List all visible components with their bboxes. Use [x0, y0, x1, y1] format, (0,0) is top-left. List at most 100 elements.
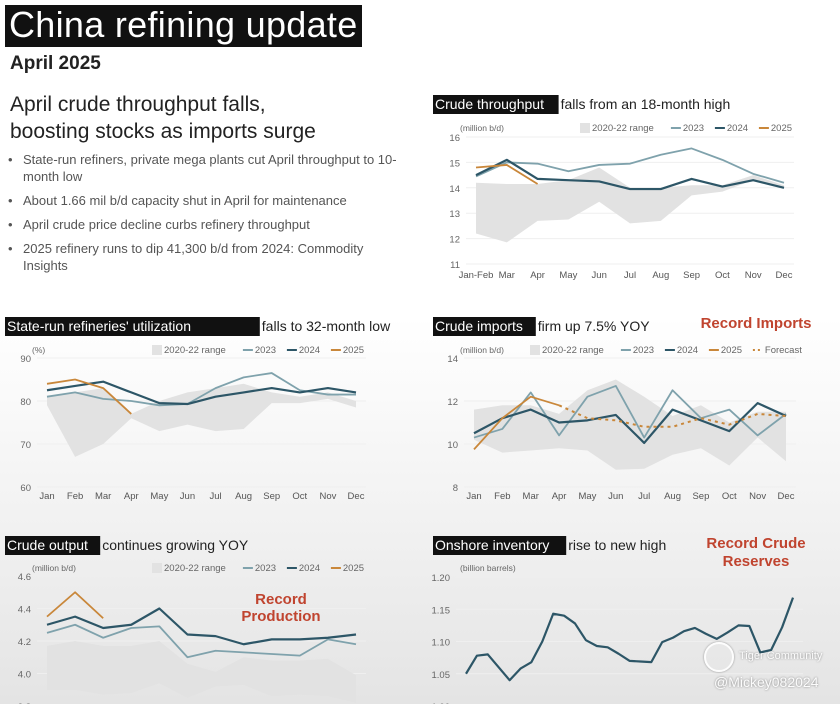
y-tick-label: 15 [449, 158, 460, 169]
chart-title-highlight: Onshore inventory [435, 537, 549, 553]
legend-label-2023: 2023 [255, 345, 276, 356]
x-tick-label: Jul [209, 491, 221, 502]
y-tick-label: 4.6 [18, 572, 31, 583]
x-tick-label: Jun [592, 270, 607, 281]
headline-line-2: boosting stocks as imports surge [10, 120, 316, 143]
annotation-text: Record [255, 591, 307, 608]
x-tick-label: Oct [292, 491, 307, 502]
series-line-2025 [46, 378, 132, 415]
y-tick-label: 1.20 [432, 573, 451, 584]
series-line-2023 [475, 147, 785, 184]
watermark-brand: Tiger Community [739, 650, 823, 662]
chart-title-highlight-bg [433, 95, 559, 114]
series-line-forecast [558, 404, 787, 428]
x-tick-label: Sep [263, 491, 280, 502]
bullet-item: 2025 refinery runs to dip 41,300 b/d fro… [8, 240, 408, 274]
series-line-2023 [473, 385, 787, 439]
x-tick-label: Apr [552, 491, 567, 502]
annotation-text: Record Imports [701, 315, 812, 332]
y-tick-label: 11 [450, 260, 460, 271]
watermark-handle: @Mickey082024 [714, 674, 819, 690]
chart-title-rest: falls to 32-month low [262, 318, 391, 334]
legend-label-range: 2020-22 range [164, 345, 226, 356]
legend-label-2025: 2025 [343, 345, 364, 356]
legend-swatch-range [580, 123, 590, 133]
x-tick-label: Dec [776, 270, 793, 281]
y-tick-label: 12 [449, 235, 460, 246]
y-tick-label: 70 [20, 440, 31, 451]
x-tick-label: Nov [319, 491, 336, 502]
legend-swatch-range [152, 345, 162, 355]
range-band-2020-22 [474, 379, 786, 470]
x-tick-label: Apr [530, 270, 545, 281]
legend-label-2023: 2023 [255, 563, 276, 574]
series-line-2024 [473, 402, 787, 445]
x-tick-label: Nov [745, 270, 762, 281]
y-axis-unit-label: (million b/d) [460, 123, 504, 133]
y-tick-label: 13 [449, 209, 460, 220]
chart-title-highlight-bg [5, 317, 260, 336]
x-tick-label: Oct [722, 491, 737, 502]
annotation-text: Reserves [723, 553, 790, 570]
range-band-2020-22 [47, 383, 356, 457]
legend-swatch-range [152, 563, 162, 573]
legend-label-2024: 2024 [677, 345, 698, 356]
series-line-2024 [46, 380, 357, 406]
chart-title-highlight: Crude output [7, 537, 88, 553]
report-date: April 2025 [10, 53, 101, 74]
y-tick-label: 4.0 [18, 670, 31, 681]
y-tick-label: 14 [447, 354, 458, 365]
y-tick-label: 90 [20, 354, 31, 365]
legend-swatch-range [530, 345, 540, 355]
legend-label-range: 2020-22 range [592, 123, 654, 134]
x-tick-label: Apr [124, 491, 139, 502]
series-line-2023 [46, 623, 357, 659]
y-tick-label: 12 [447, 397, 458, 408]
legend-label-2023: 2023 [683, 123, 704, 134]
range-band-2020-22 [47, 641, 356, 703]
x-tick-label: Jan [39, 491, 54, 502]
y-axis-unit-label: (billion barrels) [460, 563, 516, 573]
series-line-2024 [46, 607, 357, 646]
legend-label-2024: 2024 [299, 345, 320, 356]
y-tick-label: 10 [447, 440, 458, 451]
legend-label-2024: 2024 [299, 563, 320, 574]
y-tick-label: 1.05 [432, 670, 451, 681]
x-tick-label: Aug [664, 491, 681, 502]
y-tick-label: 1.15 [432, 605, 451, 616]
legend-label-range: 2020-22 range [164, 563, 226, 574]
y-tick-label: 4.4 [18, 605, 31, 616]
x-tick-label: Nov [749, 491, 766, 502]
chart-title-highlight: Crude imports [435, 318, 523, 334]
chart-title-highlight-bg [433, 536, 567, 555]
y-tick-label: 1.00 [432, 702, 451, 704]
x-tick-label: Oct [715, 270, 730, 281]
chart-title-rest: continues growing YOY [102, 537, 249, 553]
y-axis-unit-label: (%) [32, 345, 45, 355]
x-tick-label: Jul [624, 270, 636, 281]
x-tick-label: Dec [348, 491, 365, 502]
x-tick-label: Feb [67, 491, 83, 502]
y-tick-label: 3.8 [18, 702, 31, 704]
legend-label-2023: 2023 [633, 345, 654, 356]
x-tick-label: Mar [95, 491, 111, 502]
legend-label-2025: 2025 [343, 563, 364, 574]
x-tick-label: Mar [499, 270, 515, 281]
x-tick-label: Dec [778, 491, 795, 502]
legend-label-2025: 2025 [721, 345, 742, 356]
x-tick-label: May [559, 270, 577, 281]
range-band-2020-22 [476, 167, 784, 243]
y-tick-label: 80 [20, 397, 31, 408]
x-tick-label: Mar [523, 491, 539, 502]
annotation-text: Record Crude [706, 535, 805, 552]
x-tick-label: May [150, 491, 168, 502]
chart-title-highlight: State-run refineries' utilization [7, 318, 191, 334]
x-tick-label: Jan-Feb [459, 270, 494, 281]
y-tick-label: 60 [20, 483, 31, 494]
y-tick-label: 14 [449, 184, 460, 195]
x-tick-label: Sep [692, 491, 709, 502]
series-line-2025 [473, 395, 560, 450]
y-tick-label: 4.2 [18, 637, 31, 648]
x-tick-label: Jan [466, 491, 481, 502]
